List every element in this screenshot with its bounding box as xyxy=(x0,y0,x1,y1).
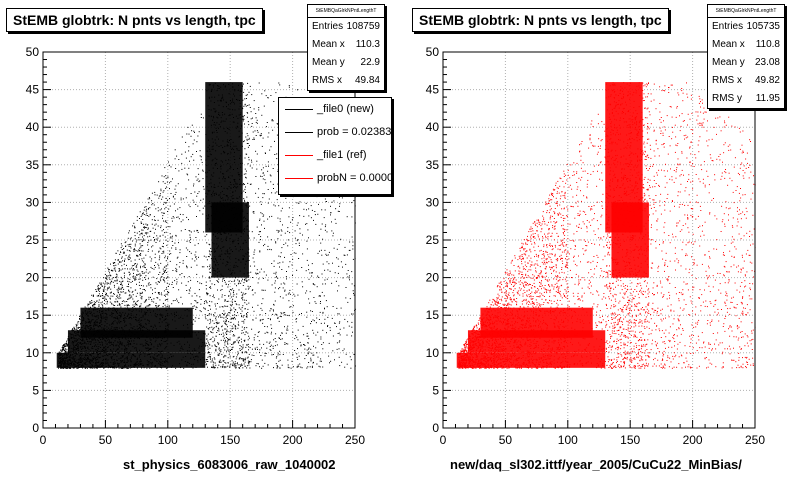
y-tick-label: 5 xyxy=(32,383,39,397)
y-tick-label: 45 xyxy=(26,83,40,97)
stats-left-row: Entries 108759 xyxy=(312,21,380,32)
legend-entry: prob = 0.023836 xyxy=(279,121,391,144)
y-tick-label: 40 xyxy=(26,120,40,134)
y-tick-label: 35 xyxy=(26,158,40,172)
dense-region xyxy=(211,202,249,278)
legend-entry: probN = 0.000000 xyxy=(279,167,391,190)
stats-right-row: Entries 105735 xyxy=(712,21,780,32)
y-tick-label: 20 xyxy=(26,271,40,285)
y-tick-label: 50 xyxy=(26,45,40,59)
stats-right-row: RMS x 49.82 xyxy=(712,75,780,86)
legend-label: prob = 0.023836 xyxy=(317,126,392,138)
y-tick-label: 20 xyxy=(426,271,440,285)
stats-box-right: StEMBQaGlrkNPntLengthT Entries 105735 Mea… xyxy=(707,4,785,109)
title-left: StEMB globtrk: N pnts vs length, tpc xyxy=(6,8,263,32)
x-tick-label: 150 xyxy=(620,433,640,447)
dense-region xyxy=(56,352,206,368)
x-tick-label: 200 xyxy=(283,433,303,447)
x-tick-label: 50 xyxy=(499,433,513,447)
dense-region xyxy=(611,202,649,278)
legend-swatch xyxy=(285,155,313,156)
stats-left-row: Mean y 22.9 xyxy=(312,57,380,68)
stats-box-left: StEMBQaGlrkNPntLengthT Entries 108759 Mea… xyxy=(307,4,385,91)
y-tick-label: 25 xyxy=(426,233,440,247)
stats-right-name: StEMBQaGlrkNPntLengthT xyxy=(708,5,784,18)
plot-right: 0 50 100 150 200 250 0 5 10 15 20 25 30 35 40 45 50 xyxy=(426,45,766,447)
x-tick-label: 200 xyxy=(683,433,703,447)
dense-region xyxy=(80,307,193,338)
y-tick-label: 15 xyxy=(26,308,40,322)
legend-label: _file1 (ref) xyxy=(317,149,367,161)
xlabel-left: st_physics_6083006_raw_1040002 xyxy=(123,457,336,472)
y-tick-label: 35 xyxy=(426,158,440,172)
x-tick-label: 100 xyxy=(558,433,578,447)
y-tick-label: 45 xyxy=(426,83,440,97)
y-tick-label: 25 xyxy=(26,233,40,247)
legend-swatch xyxy=(285,178,313,179)
x-tick-label: 250 xyxy=(745,433,765,447)
stats-right-row: RMS y 11.95 xyxy=(712,93,780,104)
y-tick-label: 10 xyxy=(26,346,40,360)
y-tick-label: 15 xyxy=(426,308,440,322)
stats-right-row: Mean y 23.08 xyxy=(712,57,780,68)
y-tick-label: 40 xyxy=(426,120,440,134)
title-left-text: StEMB globtrk: N pnts vs length, tpc xyxy=(13,12,256,28)
xlabel-right: new/daq_sl302.ittf/year_2005/CuCu22_MinB… xyxy=(450,457,742,472)
y-tick-label: 5 xyxy=(432,383,439,397)
plot-left: 0 50 100 150 200 250 0 5 10 15 20 25 30 35 40 45 50 xyxy=(26,45,366,447)
x-tick-label: 50 xyxy=(99,433,113,447)
x-tick-label: 150 xyxy=(220,433,240,447)
y-tick-label: 30 xyxy=(26,195,40,209)
legend-swatch xyxy=(285,109,313,110)
dense-region xyxy=(456,352,606,368)
title-right: StEMB globtrk: N pnts vs length, tpc xyxy=(412,8,669,32)
legend-swatch xyxy=(285,132,313,133)
x-tick-label: 0 xyxy=(440,433,447,447)
y-tick-label: 10 xyxy=(426,346,440,360)
x-tick-label: 250 xyxy=(345,433,365,447)
legend-entry: _file0 (new) xyxy=(279,98,391,121)
y-tick-label: 0 xyxy=(32,421,39,435)
stats-left-row: RMS x 49.84 xyxy=(312,75,380,86)
stats-left-row: Mean x 110.3 xyxy=(312,39,380,50)
x-tick-label: 0 xyxy=(40,433,47,447)
y-tick-label: 0 xyxy=(432,421,439,435)
legend-label: _file0 (new) xyxy=(317,103,374,115)
x-tick-label: 100 xyxy=(158,433,178,447)
dense-region xyxy=(480,307,593,338)
legend-entry: _file1 (ref) xyxy=(279,144,391,167)
legend-label: probN = 0.000000 xyxy=(317,172,392,184)
y-tick-label: 50 xyxy=(426,45,440,59)
title-right-text: StEMB globtrk: N pnts vs length, tpc xyxy=(419,12,662,28)
legend-left: _file0 (new) prob = 0.023836 _file1 (ref… xyxy=(278,97,392,195)
y-tick-label: 30 xyxy=(426,195,440,209)
stats-left-name: StEMBQaGlrkNPntLengthT xyxy=(308,5,384,18)
stats-right-row: Mean x 110.8 xyxy=(712,39,780,50)
